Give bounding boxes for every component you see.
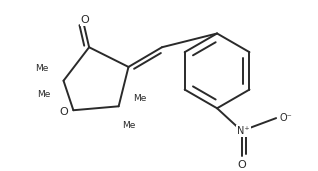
Text: Me: Me — [37, 90, 51, 99]
Text: Me: Me — [35, 64, 49, 73]
Text: Me: Me — [134, 94, 147, 103]
Text: O⁻: O⁻ — [280, 113, 292, 123]
Text: O: O — [237, 160, 246, 170]
Text: O: O — [59, 107, 68, 117]
Text: Me: Me — [122, 121, 135, 130]
Text: O: O — [81, 15, 90, 25]
Text: N⁺: N⁺ — [237, 126, 250, 136]
